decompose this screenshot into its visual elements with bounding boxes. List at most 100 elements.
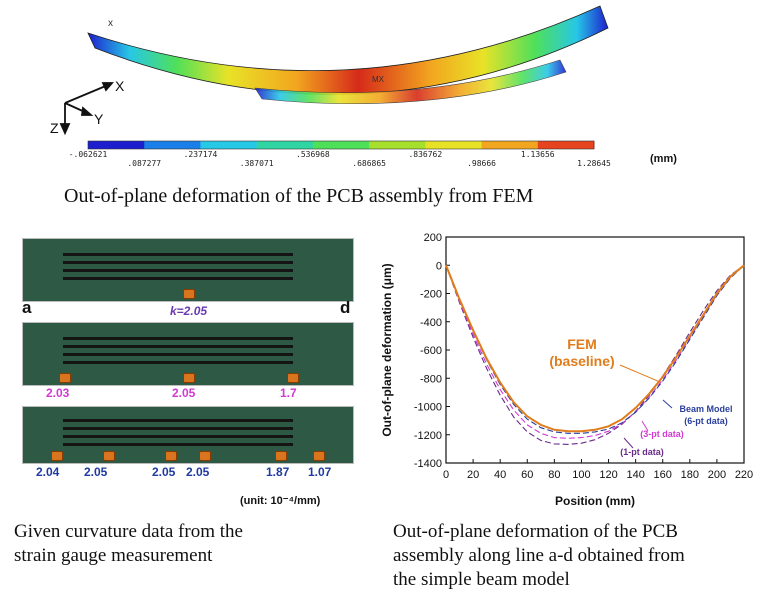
pcb-photo-2	[22, 322, 354, 386]
caption-line: Given curvature data from the	[14, 521, 243, 542]
fem-mx-mark: MX	[372, 75, 385, 84]
x-tick-label: 180	[681, 469, 699, 481]
colorbar-tick-label: 1.28645	[577, 159, 611, 168]
colorbar-tick-label: .087277	[127, 159, 161, 168]
colorbar-unit: (mm)	[650, 153, 677, 165]
axis-triad	[59, 82, 114, 136]
row2-value-2: 2.05	[172, 386, 196, 400]
x-tick-label: 140	[626, 469, 644, 481]
colorbar-segment	[144, 141, 201, 149]
fem-annotation-line2: (baseline)	[549, 353, 614, 369]
row3-value-6: 1.07	[308, 465, 332, 479]
y-axis-title: Out-of-plane deformation (μm)	[380, 263, 394, 436]
x-tick-label: 160	[654, 469, 672, 481]
strain-gauge	[103, 451, 115, 461]
beam-annotation-arrow	[662, 399, 673, 409]
x-tick-label: 220	[735, 469, 753, 481]
three-pt-annotation: (3-pt data)	[640, 429, 684, 439]
strain-gauge	[183, 373, 195, 383]
y-tick-label: -1400	[414, 458, 442, 470]
fem-caption: Out-of-plane deformation of the PCB asse…	[64, 185, 534, 207]
row3-value-1: 2.04	[36, 465, 60, 479]
strain-gauge	[165, 451, 177, 461]
row3-value-5: 1.87	[266, 465, 290, 479]
deformation-caption: Out-of-plane deformation of the PCB asse…	[393, 520, 685, 592]
colorbar-tick-label: .98666	[467, 159, 496, 168]
x-tick-label: 0	[443, 469, 449, 481]
y-tick-label: 200	[424, 232, 442, 244]
fem-pcb-lower-plate	[254, 59, 567, 105]
y-tick-label: -600	[420, 345, 442, 357]
colorbar-segment	[537, 141, 595, 149]
deformation-chart: 0 20 40 60 80 100 120 140 160 180 200 220 200 0 -200 -…	[380, 232, 753, 508]
pcb-photo-1	[22, 238, 354, 302]
x-tick-label: 100	[572, 469, 590, 481]
colorbar-segment	[425, 141, 483, 149]
point-a-label: a	[22, 298, 32, 317]
x-tick-label: 120	[599, 469, 617, 481]
strain-gauge	[199, 451, 211, 461]
colorbar-frame	[87, 140, 595, 150]
colorbar-tick-label: .536968	[296, 150, 330, 159]
colorbar-segment	[312, 141, 370, 149]
series-line	[445, 264, 745, 445]
colorbar-segment	[200, 141, 258, 149]
x-tick-label: 40	[494, 469, 506, 481]
colorbar-segment	[256, 141, 314, 149]
k-label: k=2.05	[170, 304, 208, 318]
x-tick-label: 200	[708, 469, 726, 481]
strain-gauge	[275, 451, 287, 461]
axis-z-label: Z	[50, 120, 59, 136]
colorbar-tick-label: -.062621	[69, 150, 108, 159]
colorbar-tick-label: .237174	[184, 150, 218, 159]
row3-value-3: 2.05	[152, 465, 176, 479]
y-tick-label: -200	[420, 289, 442, 301]
x-tick-label: 20	[467, 469, 479, 481]
caption-line: assembly along line a-d obtained from	[393, 545, 685, 566]
y-tick-label: -1000	[414, 402, 442, 414]
axis-x-label: X	[115, 78, 125, 94]
curvature-caption: Given curvature data from the strain gau…	[14, 520, 243, 568]
row3-value-2: 2.05	[84, 465, 108, 479]
strain-gauge	[287, 373, 299, 383]
curvature-unit: (unit: 10⁻⁴/mm)	[240, 495, 321, 507]
colorbar-tick-label: .387071	[240, 159, 274, 168]
row2-value-3: 1.7	[280, 386, 297, 400]
colorbar-tick-label: .836762	[408, 150, 442, 159]
colorbar-labels: -.062621 .087277 .237174 .387071 .536968 .686…	[69, 150, 611, 168]
axis-y-label: Y	[94, 111, 104, 127]
row3-value-4: 2.05	[186, 465, 210, 479]
y-tick-label: -400	[420, 317, 442, 329]
point-d-label: d	[340, 298, 351, 317]
strain-gauge	[313, 451, 325, 461]
colorbar-segment	[369, 141, 426, 149]
colorbar	[87, 140, 595, 150]
y-tick-label: -800	[420, 373, 442, 385]
y-tick-label: 0	[436, 260, 442, 272]
series-line	[445, 264, 745, 439]
colorbar-tick-label: .686865	[352, 159, 386, 168]
x-axis-title: Position (mm)	[555, 494, 635, 508]
fem-corner-mark: x	[108, 18, 113, 29]
one-pt-annotation-arrow	[623, 437, 634, 449]
one-pt-annotation: (1-pt data)	[620, 447, 664, 457]
fem-annotation-line1: FEM	[567, 336, 597, 352]
fem-annotation-arrow	[619, 364, 661, 383]
caption-line: Out-of-plane deformation of the PCB	[393, 521, 678, 542]
x-tick-label: 80	[548, 469, 560, 481]
fem-pcb-top-surface	[87, 5, 609, 95]
caption-line: strain gauge measurement	[14, 545, 213, 566]
beam-annotation-line2: (6-pt data)	[684, 416, 728, 426]
colorbar-segment	[88, 141, 145, 149]
pcb-photo-3	[22, 406, 354, 464]
row2-value-1: 2.03	[46, 386, 70, 400]
three-pt-annotation-arrow	[641, 420, 649, 432]
strain-gauge	[183, 289, 195, 299]
colorbar-segment	[481, 141, 539, 149]
strain-gauge	[51, 451, 63, 461]
fem-figure: x MX X Y Z -.062621 .087277 .237174 .387071…	[50, 5, 677, 168]
series-line	[445, 264, 745, 433]
strain-gauge	[59, 373, 71, 383]
x-tick-label: 60	[521, 469, 533, 481]
beam-annotation-line1: Beam Model	[679, 404, 732, 414]
